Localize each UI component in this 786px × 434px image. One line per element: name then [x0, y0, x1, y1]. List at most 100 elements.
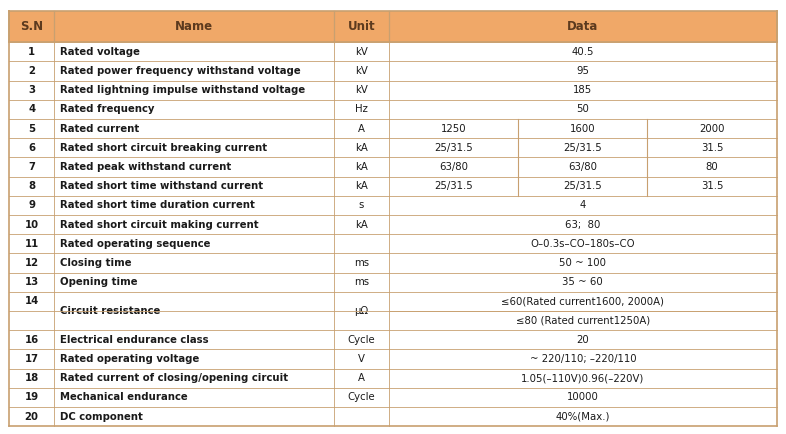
- Text: 185: 185: [573, 85, 593, 95]
- Text: 14: 14: [24, 296, 39, 306]
- Text: O–0.3s–CO–180s–CO: O–0.3s–CO–180s–CO: [531, 239, 635, 249]
- Text: Closing time: Closing time: [61, 258, 132, 268]
- Text: 2000: 2000: [700, 124, 725, 134]
- Bar: [9, 292, 777, 311]
- Bar: [9, 368, 777, 388]
- Text: 63/80: 63/80: [439, 162, 468, 172]
- Bar: [9, 273, 777, 292]
- Text: 20: 20: [576, 335, 590, 345]
- Text: 4: 4: [580, 201, 586, 210]
- Bar: [9, 177, 777, 196]
- Text: Rated short time duration current: Rated short time duration current: [61, 201, 255, 210]
- Text: Hz: Hz: [355, 104, 368, 114]
- Text: Circuit resistance: Circuit resistance: [61, 306, 160, 316]
- Text: Rated operating voltage: Rated operating voltage: [61, 354, 200, 364]
- Text: ≤80 (Rated current1250A): ≤80 (Rated current1250A): [516, 316, 650, 326]
- Text: Name: Name: [174, 20, 213, 33]
- Bar: [9, 196, 777, 215]
- Text: 10: 10: [24, 220, 39, 230]
- Text: Rated power frequency withstand voltage: Rated power frequency withstand voltage: [61, 66, 301, 76]
- Text: 9: 9: [28, 201, 35, 210]
- Text: 16: 16: [24, 335, 39, 345]
- Text: Cycle: Cycle: [347, 335, 376, 345]
- Text: kA: kA: [355, 162, 368, 172]
- Text: Opening time: Opening time: [61, 277, 138, 287]
- Bar: [9, 138, 777, 157]
- Text: 12: 12: [24, 258, 39, 268]
- Text: Rated frequency: Rated frequency: [61, 104, 155, 114]
- Text: 25/31.5: 25/31.5: [564, 143, 602, 153]
- Text: 95: 95: [576, 66, 590, 76]
- Text: 80: 80: [706, 162, 718, 172]
- Text: 19: 19: [24, 392, 39, 402]
- Text: 7: 7: [28, 162, 35, 172]
- Text: 50: 50: [576, 104, 590, 114]
- Text: 31.5: 31.5: [701, 143, 723, 153]
- Bar: [9, 100, 777, 119]
- Text: A: A: [358, 373, 365, 383]
- Text: 8: 8: [28, 181, 35, 191]
- Text: kA: kA: [355, 181, 368, 191]
- Text: 1250: 1250: [441, 124, 467, 134]
- Text: DC component: DC component: [61, 411, 143, 421]
- Text: S.N: S.N: [20, 20, 43, 33]
- Bar: [9, 253, 777, 273]
- Text: ms: ms: [354, 258, 369, 268]
- Text: 4: 4: [28, 104, 35, 114]
- Bar: [9, 42, 777, 61]
- Text: Rated current: Rated current: [61, 124, 139, 134]
- Text: Rated lightning impulse withstand voltage: Rated lightning impulse withstand voltag…: [61, 85, 305, 95]
- Text: Rated short time withstand current: Rated short time withstand current: [61, 181, 263, 191]
- Text: 6: 6: [28, 143, 35, 153]
- Text: 35 ~ 60: 35 ~ 60: [563, 277, 603, 287]
- Text: 63;  80: 63; 80: [565, 220, 601, 230]
- Text: Rated short circuit breaking current: Rated short circuit breaking current: [61, 143, 267, 153]
- Text: 50 ~ 100: 50 ~ 100: [560, 258, 606, 268]
- Bar: [9, 157, 777, 177]
- Text: Rated current of closing/opening circuit: Rated current of closing/opening circuit: [61, 373, 288, 383]
- Text: ms: ms: [354, 277, 369, 287]
- Bar: [9, 234, 777, 253]
- Text: 10000: 10000: [567, 392, 599, 402]
- Text: 11: 11: [24, 239, 39, 249]
- Text: Cycle: Cycle: [347, 392, 376, 402]
- Text: 40%(Max.): 40%(Max.): [556, 411, 610, 421]
- Bar: [9, 330, 777, 349]
- Text: ≤60(Rated current1600, 2000A): ≤60(Rated current1600, 2000A): [501, 296, 664, 306]
- Text: 17: 17: [24, 354, 39, 364]
- Text: 20: 20: [24, 411, 39, 421]
- Text: 25/31.5: 25/31.5: [435, 143, 473, 153]
- Bar: [9, 119, 777, 138]
- Text: 5: 5: [28, 124, 35, 134]
- Text: Data: Data: [567, 20, 599, 33]
- Text: 1600: 1600: [570, 124, 596, 134]
- Text: Electrical endurance class: Electrical endurance class: [61, 335, 209, 345]
- Text: μΩ: μΩ: [354, 306, 369, 316]
- Text: V: V: [358, 354, 365, 364]
- Text: 1.05(–110V)0.96(–220V): 1.05(–110V)0.96(–220V): [521, 373, 645, 383]
- Text: kV: kV: [355, 47, 368, 57]
- Text: kA: kA: [355, 220, 368, 230]
- Text: Unit: Unit: [347, 20, 376, 33]
- Bar: [9, 215, 777, 234]
- Bar: [9, 388, 777, 407]
- Text: 18: 18: [24, 373, 39, 383]
- Text: Rated operating sequence: Rated operating sequence: [61, 239, 211, 249]
- Bar: [9, 407, 777, 426]
- Text: 13: 13: [24, 277, 39, 287]
- Text: Rated peak withstand current: Rated peak withstand current: [61, 162, 231, 172]
- Bar: [9, 61, 777, 81]
- Text: Rated short circuit making current: Rated short circuit making current: [61, 220, 259, 230]
- Text: 40.5: 40.5: [571, 47, 594, 57]
- Text: 63/80: 63/80: [568, 162, 597, 172]
- Text: s: s: [359, 201, 364, 210]
- Text: Rated voltage: Rated voltage: [61, 47, 140, 57]
- Bar: [9, 349, 777, 368]
- Text: kA: kA: [355, 143, 368, 153]
- Text: kV: kV: [355, 66, 368, 76]
- Text: 1: 1: [28, 47, 35, 57]
- Text: ~ 220/110; –220/110: ~ 220/110; –220/110: [530, 354, 636, 364]
- Bar: [9, 311, 777, 330]
- Text: 25/31.5: 25/31.5: [564, 181, 602, 191]
- Text: A: A: [358, 124, 365, 134]
